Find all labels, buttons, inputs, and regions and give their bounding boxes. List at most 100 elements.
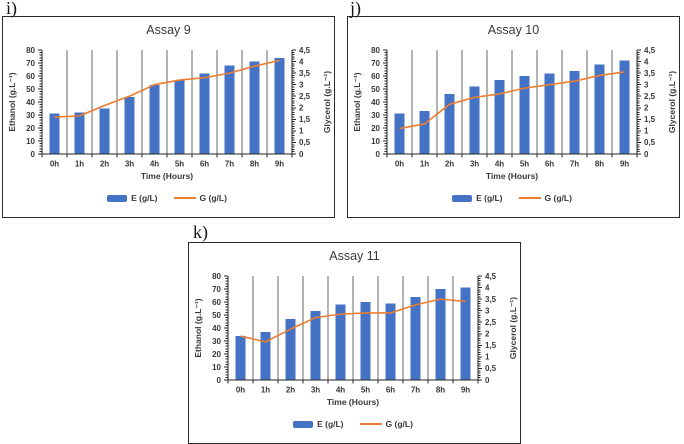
bar-7h [569,70,580,154]
bar-8h [249,61,260,155]
bar-4h [494,79,505,154]
bar-3h [469,86,480,154]
bar-5h [360,302,371,380]
chart-title: Assay 9 [146,23,191,37]
x-tick-label: 9h [620,160,629,169]
x-tick-label: 0h [395,160,404,169]
x-tick-label: 7h [225,160,234,169]
y-right-tick-label: 1 [644,127,649,136]
y-left-tick-label: 80 [26,46,35,55]
y-left-tick-label: 70 [212,285,221,294]
bar-6h [199,73,210,154]
bar-4h [335,304,346,380]
y-left-tick-label: 20 [26,124,35,133]
x-tick-label: 8h [436,386,445,395]
y-right-tick-label: 0 [299,150,304,159]
y-right-tick-label: 2 [299,104,304,113]
y-right-tick-label: 3 [644,80,649,89]
y-left-tick-label: 20 [371,124,380,133]
y-right-tick-label: 1 [485,353,490,362]
y-left-tick-label: 30 [212,337,221,346]
legend-label: E (g/L) [317,419,344,429]
x-tick-label: 2h [445,160,454,169]
plot-area: 0 10 20 30 40 50 60 70 80 0 0,5 1 1,5 2 2,5 3 3,5 4 4,5 0h 1… [212,272,497,395]
x-tick-label: 5h [175,160,184,169]
y-right-tick-label: 4,5 [485,272,497,281]
legend-item-glycerol: G (g/L) [173,193,227,203]
x-tick-label: 8h [250,160,259,169]
y-right-tick-label: 0,5 [485,364,497,373]
y-left-tick-label: 70 [371,59,380,68]
x-axis-label: Time (Hours) [485,171,539,181]
y-left-tick-label: 60 [371,72,380,81]
y-right-tick-label: 4 [644,57,649,66]
x-tick-label: 6h [545,160,554,169]
bar-6h [544,73,555,154]
y-left-tick-label: 0 [217,376,222,385]
x-tick-label: 2h [100,160,109,169]
y-left-tick-label: 40 [371,98,380,107]
y-right-tick-label: 2,5 [485,318,497,327]
x-tick-label: 0h [50,160,59,169]
bar-0h [235,335,246,380]
y-right-tick-label: 0,5 [299,138,311,147]
bar-4h [149,85,160,154]
x-tick-label: 3h [125,160,134,169]
y-axis-label-left: Ethanol (g.L⁻¹) [352,72,362,132]
x-tick-label: 0h [236,386,245,395]
bar-0h [49,113,60,154]
y-left-tick-label: 20 [212,350,221,359]
y-left-tick-label: 40 [26,98,35,107]
chart-assay-11: Assay 11 0 10 20 30 40 50 60 70 80 0 0,5 1 1,5 2 2,5 3 3… [188,242,521,444]
x-axis-label: Time (Hours) [140,171,194,181]
x-tick-label: 9h [275,160,284,169]
legend: E (g/L) G (g/L) [377,193,647,203]
legend: E (g/L) G (g/L) [32,193,302,203]
legend-bar-swatch [452,194,473,202]
y-right-tick-label: 2 [485,330,490,339]
chart-assay-9: Assay 9 0 10 20 30 40 50 60 70 80 0 0,5 1 1,5 2 2,5 3 3,… [2,16,335,218]
y-right-tick-label: 1,5 [644,115,656,124]
x-tick-label: 6h [200,160,209,169]
bar-0h [394,113,405,154]
x-tick-label: 4h [150,160,159,169]
y-right-tick-label: 0 [485,376,490,385]
y-axis-label-right: Glycerol (g.L⁻¹) [667,70,677,134]
bar-2h [285,318,296,380]
x-tick-label: 4h [336,386,345,395]
x-tick-label: 1h [75,160,84,169]
x-tick-label: 9h [461,386,470,395]
legend-item-glycerol: G (g/L) [359,419,413,429]
glycerol-line [399,71,625,130]
x-tick-label: 7h [570,160,579,169]
y-left-tick-label: 0 [376,150,381,159]
chart-title: Assay 11 [329,249,380,263]
y-left-tick-label: 50 [371,85,380,94]
bar-3h [310,311,321,380]
glycerol-line [54,59,280,118]
bar-8h [435,289,446,380]
y-right-tick-label: 4,5 [299,46,311,55]
x-tick-label: 5h [361,386,370,395]
y-left-tick-label: 0 [31,150,36,159]
panel-letter-k: k) [193,222,208,242]
legend-label: E (g/L) [476,193,503,203]
y-left-tick-label: 50 [26,85,35,94]
x-tick-label: 2h [286,386,295,395]
plot-area: 0 10 20 30 40 50 60 70 80 0 0,5 1 1,5 2 2,5 3 3,5 4 4,5 0h 1… [26,46,311,169]
x-tick-label: 4h [495,160,504,169]
bar-5h [174,79,185,154]
y-right-tick-label: 0 [644,150,649,159]
x-tick-label: 1h [261,386,270,395]
y-right-tick-label: 4,5 [644,46,656,55]
bar-1h [260,331,271,380]
legend-bar-swatch [293,420,314,428]
y-right-tick-label: 1 [299,127,304,136]
legend-item-glycerol: G (g/L) [518,193,572,203]
x-tick-label: 3h [470,160,479,169]
bar-7h [224,65,235,154]
x-tick-label: 5h [520,160,529,169]
legend-item-ethanol: E (g/L) [452,193,503,203]
y-right-tick-label: 3,5 [485,295,497,304]
